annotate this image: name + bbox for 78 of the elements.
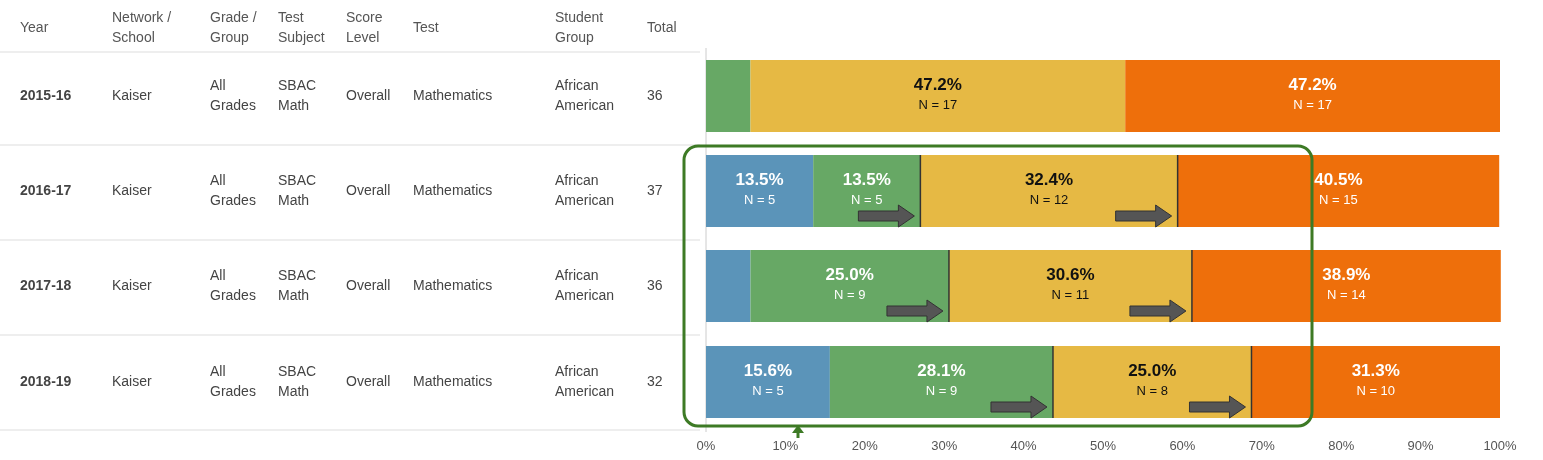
x-tick-label: 40%: [1010, 438, 1038, 453]
data-label: 13.5% N = 5: [842, 170, 891, 207]
bar: [750, 60, 1126, 132]
text: Kaiser: [112, 181, 153, 198]
data-label: 31.3% N = 10: [1351, 361, 1400, 398]
category-label: Score Level: [346, 8, 383, 45]
bar: [1125, 60, 1500, 132]
data-label: 25.0% N = 8: [1128, 361, 1177, 398]
text: Kaiser: [112, 86, 153, 103]
data-label: 13.5% N = 5: [735, 170, 784, 207]
text: Kaiser: [112, 372, 153, 389]
text: 2015-16: [20, 86, 72, 103]
text: Overall: [346, 276, 391, 293]
x-tick-label: 60%: [1169, 438, 1196, 453]
text: All Grades: [210, 362, 256, 399]
x-tick-label: 100%: [1483, 438, 1518, 453]
bar: [706, 60, 751, 132]
text: SBAC Math: [278, 266, 317, 303]
text: All Grades: [210, 76, 256, 113]
bar: [706, 155, 814, 227]
text: 2018-19: [20, 372, 72, 389]
text: All Grades: [210, 171, 256, 208]
text: Mathematics: [413, 86, 493, 103]
x-tick-label: 30%: [931, 438, 958, 453]
data-label: 15.6% N = 5: [743, 361, 793, 398]
data-label: 47.2% N = 17: [913, 75, 962, 112]
text: African American: [555, 362, 615, 399]
text: Overall: [346, 86, 391, 103]
data-label: 32.4% N = 12: [1024, 170, 1074, 207]
bar: [1052, 346, 1252, 418]
text: 36: [647, 86, 663, 103]
text: African American: [555, 76, 615, 113]
category-label: Test: [413, 18, 439, 35]
bar: [1191, 250, 1501, 322]
text: All Grades: [210, 266, 256, 303]
text: Mathematics: [413, 276, 493, 293]
x-tick-label: 80%: [1328, 438, 1355, 453]
text: Mathematics: [413, 181, 493, 198]
text: Overall: [346, 181, 391, 198]
x-tick-label: 20%: [851, 438, 879, 453]
data-label: 47.2% N = 17: [1288, 75, 1337, 112]
data-label: 28.1% N = 9: [917, 361, 966, 398]
text: Overall: [346, 372, 391, 389]
category-label: Grade / Group: [210, 8, 257, 45]
category-label: Student Group: [555, 8, 604, 45]
x-tick-label: 50%: [1089, 438, 1117, 453]
text: SBAC Math: [278, 362, 317, 399]
text: 2016-17: [20, 181, 72, 198]
data-label: 30.6% N = 11: [1046, 265, 1095, 302]
x-tick-label: 10%: [772, 438, 799, 453]
data-label: 40.5% N = 15: [1314, 170, 1363, 207]
data-label: 25.0% N = 9: [825, 265, 874, 302]
text: African American: [555, 266, 615, 303]
text: African American: [555, 171, 615, 208]
text: 36: [647, 276, 663, 293]
bar: [706, 346, 830, 418]
text: 2017-18: [20, 276, 72, 293]
text: SBAC Math: [278, 76, 317, 113]
category-label: Test Subject: [278, 8, 325, 45]
bar: [829, 346, 1053, 418]
category-label: Year: [20, 18, 49, 35]
text: 32: [647, 372, 663, 389]
x-tick-label: 70%: [1248, 438, 1276, 453]
x-tick-label: 0%: [696, 438, 716, 453]
bar: [1177, 155, 1500, 227]
bar: [750, 250, 949, 322]
category-label: Network / School: [112, 8, 172, 45]
bar: [706, 250, 751, 322]
x-tick-label: 90%: [1407, 438, 1435, 453]
text: SBAC Math: [278, 171, 317, 208]
text: Mathematics: [413, 372, 493, 389]
bar: [1251, 346, 1500, 418]
data-label: 38.9% N = 14: [1322, 265, 1371, 302]
text: Kaiser: [112, 276, 153, 293]
bar: [948, 250, 1192, 322]
bar: [920, 155, 1178, 227]
text: 37: [647, 181, 663, 198]
category-label: Total: [647, 18, 677, 35]
